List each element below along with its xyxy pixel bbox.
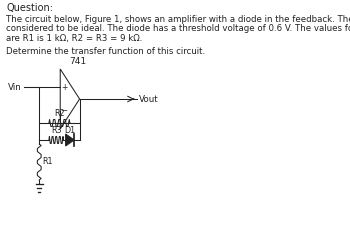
Text: Question:: Question: — [6, 3, 54, 13]
Text: −: − — [61, 106, 68, 116]
Text: D1: D1 — [64, 126, 76, 135]
Polygon shape — [65, 134, 74, 146]
Text: Vout: Vout — [139, 95, 158, 103]
Text: +: + — [61, 82, 67, 91]
Text: considered to be ideal. The diode has a threshold voltage of 0.6 V. The values f: considered to be ideal. The diode has a … — [6, 24, 350, 34]
Text: R3: R3 — [51, 126, 62, 135]
Text: Determine the transfer function of this circuit.: Determine the transfer function of this … — [6, 47, 205, 56]
Text: 741: 741 — [69, 57, 86, 66]
Text: R1: R1 — [42, 158, 53, 166]
Text: Vin: Vin — [8, 82, 21, 91]
Text: The circuit below, Figure 1, shows an amplifier with a diode in the feedback. Th: The circuit below, Figure 1, shows an am… — [6, 15, 350, 24]
Text: R2: R2 — [54, 109, 65, 118]
Text: are R1 is 1 kΩ, R2 = R3 = 9 kΩ.: are R1 is 1 kΩ, R2 = R3 = 9 kΩ. — [6, 34, 143, 43]
